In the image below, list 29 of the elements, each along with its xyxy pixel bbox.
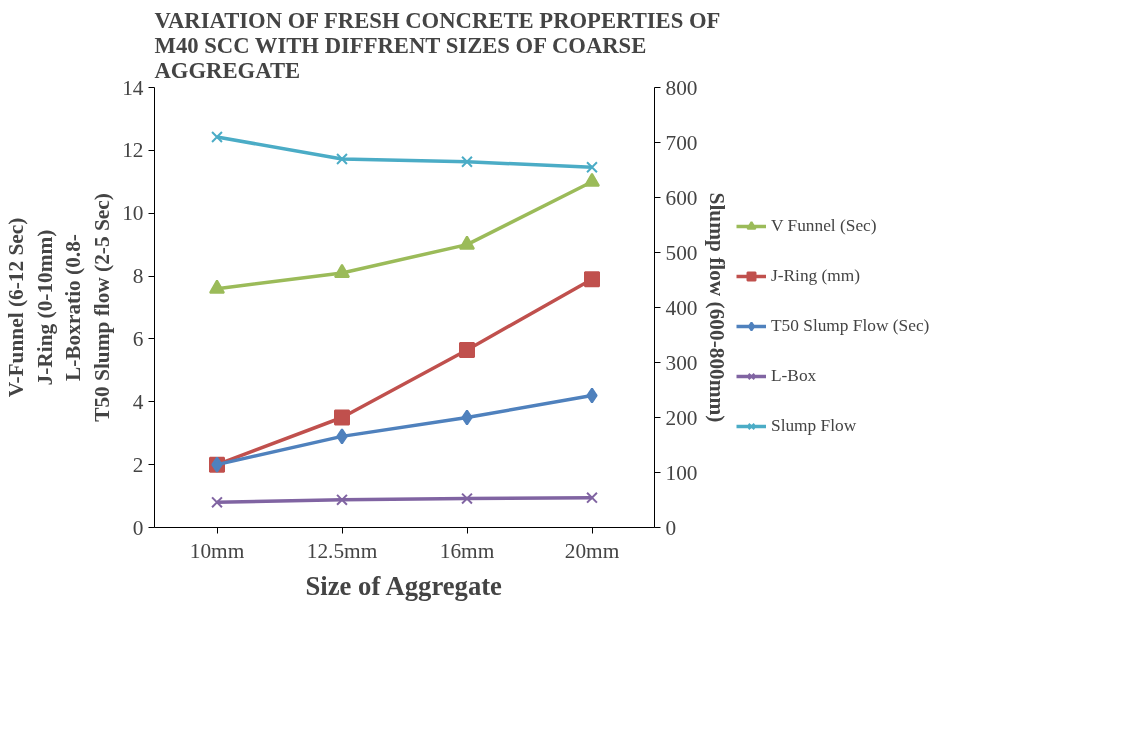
y-tick-label: 12	[122, 138, 144, 163]
legend-label: Slump Flow	[771, 415, 857, 436]
legend-label: L-Box	[771, 365, 817, 386]
y2-tick-label: 0	[665, 515, 677, 540]
y2-tick-label: 100	[665, 460, 698, 485]
x-tick-label: 12.5mm	[306, 538, 378, 563]
y-tick-label: 2	[132, 452, 144, 477]
y-tick-label: 4	[132, 389, 144, 414]
y2-tick-label: 500	[665, 240, 698, 265]
y-axis-title: V-Funnel (6-12 Sec) J-Ring (0-10mm) L-Boxratio (0.8- T50 Slump flow (2-5 Sec)	[3, 193, 115, 422]
y-tick-label: 14	[122, 75, 144, 100]
x-axis-title: Size of Aggregate	[305, 570, 503, 601]
y2-tick-label: 600	[665, 185, 698, 210]
legend-label: V Funnel (Sec)	[771, 215, 877, 236]
y-tick-label: 0	[132, 515, 144, 540]
x-tick-label: 20mm	[564, 538, 620, 563]
y2-tick-label: 800	[665, 75, 698, 100]
y2-axis-title: Slump flow (600-800mm)	[705, 192, 730, 423]
legend-label: T50 Slump Flow (Sec)	[771, 315, 930, 336]
y2-tick-label: 200	[665, 405, 698, 430]
y-tick-label: 8	[132, 264, 144, 289]
y2-tick-label: 300	[665, 350, 698, 375]
x-tick-label: 16mm	[439, 538, 495, 563]
x-tick-label: 10mm	[189, 538, 245, 563]
y2-tick-label: 400	[665, 295, 698, 320]
legend-label: J-Ring (mm)	[771, 265, 861, 286]
y-tick-label: 6	[132, 326, 144, 351]
y2-tick-label: 700	[665, 130, 698, 155]
y-tick-label: 10	[122, 201, 144, 226]
